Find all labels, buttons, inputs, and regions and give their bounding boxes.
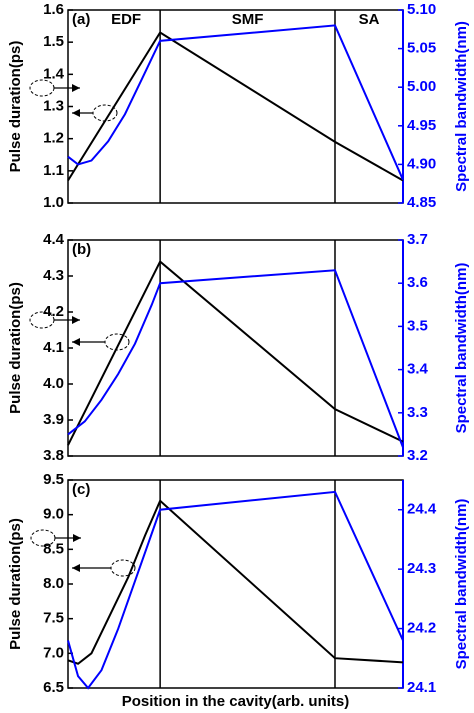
y-tick-label: 9.0 — [43, 506, 64, 523]
data-line — [67, 260, 404, 446]
y2-axis-label: Spectral bandwidth(nm) — [453, 263, 470, 434]
y2-tick-label: 5.10 — [407, 1, 436, 18]
y2-tick-label: 4.95 — [407, 117, 436, 134]
annotation-ellipse — [29, 311, 55, 329]
y-tick-label: 1.4 — [43, 65, 65, 82]
data-line — [67, 24, 404, 181]
y-tick-label: 4.0 — [43, 375, 64, 392]
y2-tick-label: 24.2 — [407, 620, 436, 637]
arrow-head — [72, 316, 80, 324]
arrow-head — [72, 84, 80, 92]
y-tick-label: 4.3 — [43, 267, 64, 284]
section-label: SMF — [232, 11, 264, 28]
y-tick-label: 4.2 — [43, 303, 64, 320]
arrow-head — [72, 564, 80, 572]
plot-frame — [67, 9, 404, 204]
y2-tick-label: 24.3 — [407, 560, 436, 577]
y-tick-label: 9.5 — [43, 471, 64, 488]
y-tick-label: 1.6 — [43, 1, 64, 18]
y-tick-label: 8.5 — [43, 540, 64, 557]
data-line — [67, 490, 404, 690]
panel-label: (c) — [72, 481, 90, 498]
y-axis-label: Pulse duration(ps) — [7, 282, 24, 414]
plot-frame — [67, 239, 404, 457]
y2-tick-label: 5.05 — [407, 40, 436, 57]
data-line — [67, 269, 404, 448]
arrow-head — [72, 109, 80, 117]
x-axis-label: Position in the cavity(arb. units) — [122, 693, 350, 710]
annotation-ellipse — [92, 104, 118, 122]
y2-axis-label: Spectral bandwidth(nm) — [453, 499, 470, 670]
y2-tick-label: 24.1 — [407, 679, 436, 696]
section-label: EDF — [111, 11, 141, 28]
y2-tick-label: 4.85 — [407, 194, 436, 211]
arrow-head — [73, 534, 81, 542]
y-axis-label: Pulse duration(ps) — [7, 518, 24, 650]
annotation-ellipse — [29, 79, 55, 97]
panel-label: (a) — [72, 11, 90, 28]
y-tick-label: 4.4 — [43, 231, 65, 248]
y-tick-label: 7.5 — [43, 610, 64, 627]
y2-tick-label: 24.4 — [407, 501, 437, 518]
y2-tick-label: 4.90 — [407, 155, 436, 172]
y-tick-label: 1.2 — [43, 130, 64, 147]
y-tick-label: 1.1 — [43, 162, 64, 179]
y2-axis-label: Spectral bandwidth(nm) — [453, 21, 470, 192]
panel-label: (b) — [72, 241, 91, 258]
y-tick-label: 1.0 — [43, 194, 64, 211]
y2-tick-label: 3.7 — [407, 231, 428, 248]
arrow-head — [72, 338, 80, 346]
y-tick-label: 3.8 — [43, 447, 64, 464]
y-tick-label: 4.1 — [43, 339, 64, 356]
data-line — [67, 499, 404, 665]
y2-tick-label: 3.2 — [407, 447, 428, 464]
y-axis-label: Pulse duration(ps) — [7, 41, 24, 173]
y2-tick-label: 3.3 — [407, 404, 428, 421]
y-tick-label: 3.9 — [43, 411, 64, 428]
data-line — [67, 31, 404, 182]
y-tick-label: 7.0 — [43, 644, 64, 661]
y2-tick-label: 3.4 — [407, 361, 429, 378]
y-tick-label: 1.3 — [43, 97, 64, 114]
y2-tick-label: 3.5 — [407, 317, 428, 334]
plot-frame — [67, 479, 404, 689]
y-tick-label: 6.5 — [43, 679, 64, 696]
y-tick-label: 8.0 — [43, 575, 64, 592]
y2-tick-label: 5.00 — [407, 78, 436, 95]
section-label: SA — [359, 11, 380, 28]
y-tick-label: 1.5 — [43, 33, 64, 50]
y2-tick-label: 3.6 — [407, 274, 428, 291]
